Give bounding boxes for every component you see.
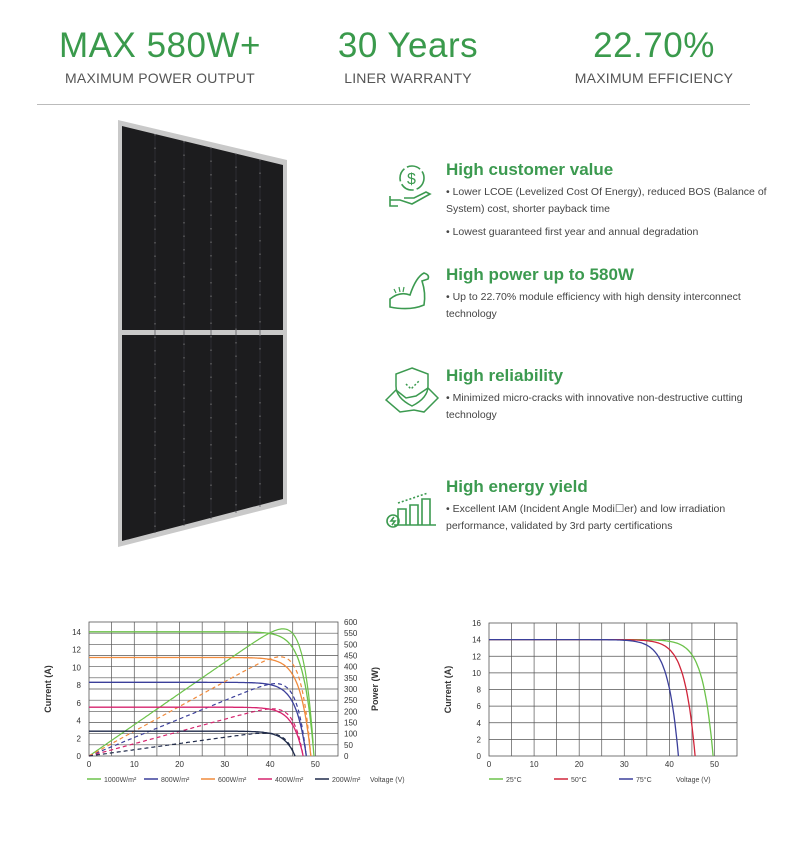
- shield-handshake-icon: [384, 367, 440, 413]
- stat-value: 22.70%: [593, 26, 715, 65]
- iv-curve-200W/m²: [89, 730, 296, 757]
- stat-label: MAXIMUM POWER OUTPUT: [65, 70, 255, 86]
- stat-max-power: MAX 580W+ MAXIMUM POWER OUTPUT: [30, 26, 290, 86]
- y2-axis-label: Power (W): [370, 667, 380, 711]
- legend-label: 50°C: [571, 776, 587, 784]
- feature-title: High power up to 580W: [446, 265, 634, 284]
- x-tick-label: 0: [87, 760, 92, 769]
- power-curve-1000W/m²: [88, 628, 314, 757]
- feature-bullet: • Up to 22.70% module efficiency with hi…: [446, 291, 741, 320]
- y2-tick-label: 450: [344, 652, 358, 661]
- bar-growth-icon: [386, 492, 436, 528]
- y2-tick-label: 0: [344, 752, 349, 761]
- y-tick-label: 12: [72, 646, 81, 655]
- x-tick-label: 40: [266, 760, 275, 769]
- x-tick-label: 50: [710, 760, 719, 769]
- divider: [37, 104, 750, 105]
- y-tick-label: 14: [472, 636, 481, 645]
- y2-tick-label: 550: [344, 629, 358, 638]
- feature-title: High reliability: [446, 366, 564, 385]
- x-tick-label: 30: [620, 760, 629, 769]
- y-tick-label: 2: [477, 735, 482, 744]
- y2-tick-label: 150: [344, 719, 358, 728]
- y-tick-label: 6: [77, 699, 82, 708]
- y-tick-label: 4: [77, 717, 82, 726]
- y2-tick-label: 300: [344, 685, 358, 694]
- y-tick-label: 10: [472, 669, 481, 678]
- y2-tick-label: 200: [344, 707, 358, 716]
- y-tick-label: 10: [72, 663, 81, 672]
- x-tick-label: 10: [530, 760, 539, 769]
- feature-body: • Minimized micro-cracks with innovative…: [446, 390, 776, 430]
- svg-text:$: $: [407, 171, 416, 188]
- stat-efficiency: 22.70% MAXIMUM EFFICIENCY: [524, 26, 784, 86]
- x-tick-label: 20: [575, 760, 584, 769]
- x-axis-label: Voltage (V): [370, 777, 405, 784]
- y-tick-label: 8: [477, 686, 482, 695]
- x-tick-label: 10: [130, 760, 139, 769]
- stat-value: MAX 580W+: [59, 26, 261, 65]
- power-curve-400W/m²: [88, 708, 304, 757]
- iv-curve-600W/m²: [89, 656, 312, 757]
- feature-bullet: • Lowest guaranteed first year and annua…: [446, 226, 699, 238]
- x-axis-label: Voltage (V): [676, 777, 711, 784]
- y2-tick-label: 400: [344, 663, 358, 672]
- y2-tick-label: 250: [344, 696, 358, 705]
- y2-tick-label: 100: [344, 730, 358, 739]
- iv-curve-75°C: [489, 638, 680, 757]
- y-tick-label: 0: [77, 752, 82, 761]
- stat-label: LINER WARRANTY: [344, 70, 472, 86]
- x-tick-label: 50: [311, 760, 320, 769]
- legend-label: 400W/m²: [275, 777, 304, 784]
- feature-title: High energy yield: [446, 477, 588, 496]
- y-tick-label: 2: [77, 734, 82, 743]
- y-tick-label: 12: [472, 652, 481, 661]
- feature-body: • Excellent IAM (Incident Angle Modi☐er)…: [446, 501, 776, 541]
- feature-body: • Lower LCOE (Levelized Cost Of Energy),…: [446, 184, 776, 247]
- feature-body: • Up to 22.70% module efficiency with hi…: [446, 289, 776, 329]
- y-tick-label: 8: [77, 681, 82, 690]
- power-curve-600W/m²: [88, 656, 312, 757]
- y2-tick-label: 50: [344, 741, 353, 750]
- legend-label: 200W/m²: [332, 777, 361, 784]
- y-tick-label: 0: [477, 752, 482, 761]
- x-tick-label: 30: [220, 760, 229, 769]
- x-tick-label: 20: [175, 760, 184, 769]
- y-tick-label: 4: [477, 719, 482, 728]
- x-tick-label: 40: [665, 760, 674, 769]
- y2-tick-label: 600: [344, 618, 358, 627]
- y-tick-label: 14: [72, 628, 81, 637]
- stat-label: MAXIMUM EFFICIENCY: [574, 70, 734, 86]
- y2-tick-label: 500: [344, 640, 358, 649]
- stat-warranty: 30 Years LINER WARRANTY: [278, 26, 538, 86]
- y-tick-label: 16: [472, 619, 481, 628]
- x-tick-label: 0: [487, 760, 492, 769]
- dollar-hand-icon: $: [389, 165, 432, 207]
- legend-label: 1000W/m²: [104, 777, 137, 784]
- feature-bullet: • Lower LCOE (Levelized Cost Of Energy),…: [446, 186, 767, 215]
- iv-curve-800W/m²: [89, 681, 307, 757]
- y2-tick-label: 350: [344, 674, 358, 683]
- feature-bullet: • Minimized micro-cracks with innovative…: [446, 392, 743, 421]
- legend-label: 75°C: [636, 776, 652, 784]
- y-axis-label: Current (A): [43, 665, 53, 713]
- feature-title: High customer value: [446, 160, 614, 179]
- flexed-arm-icon: [389, 272, 430, 310]
- legend-label: 600W/m²: [218, 777, 247, 784]
- y-tick-label: 6: [477, 702, 482, 711]
- legend-label: 25°C: [506, 776, 522, 784]
- y-axis-label: Current (A): [443, 666, 453, 714]
- feature-bullet: • Excellent IAM (Incident Angle Modi☐er)…: [446, 503, 726, 532]
- legend-label: 800W/m²: [161, 777, 190, 784]
- solar-panel-image: [118, 120, 287, 547]
- stat-value: 30 Years: [337, 26, 479, 65]
- iv-curve-1000W/m²: [89, 631, 315, 757]
